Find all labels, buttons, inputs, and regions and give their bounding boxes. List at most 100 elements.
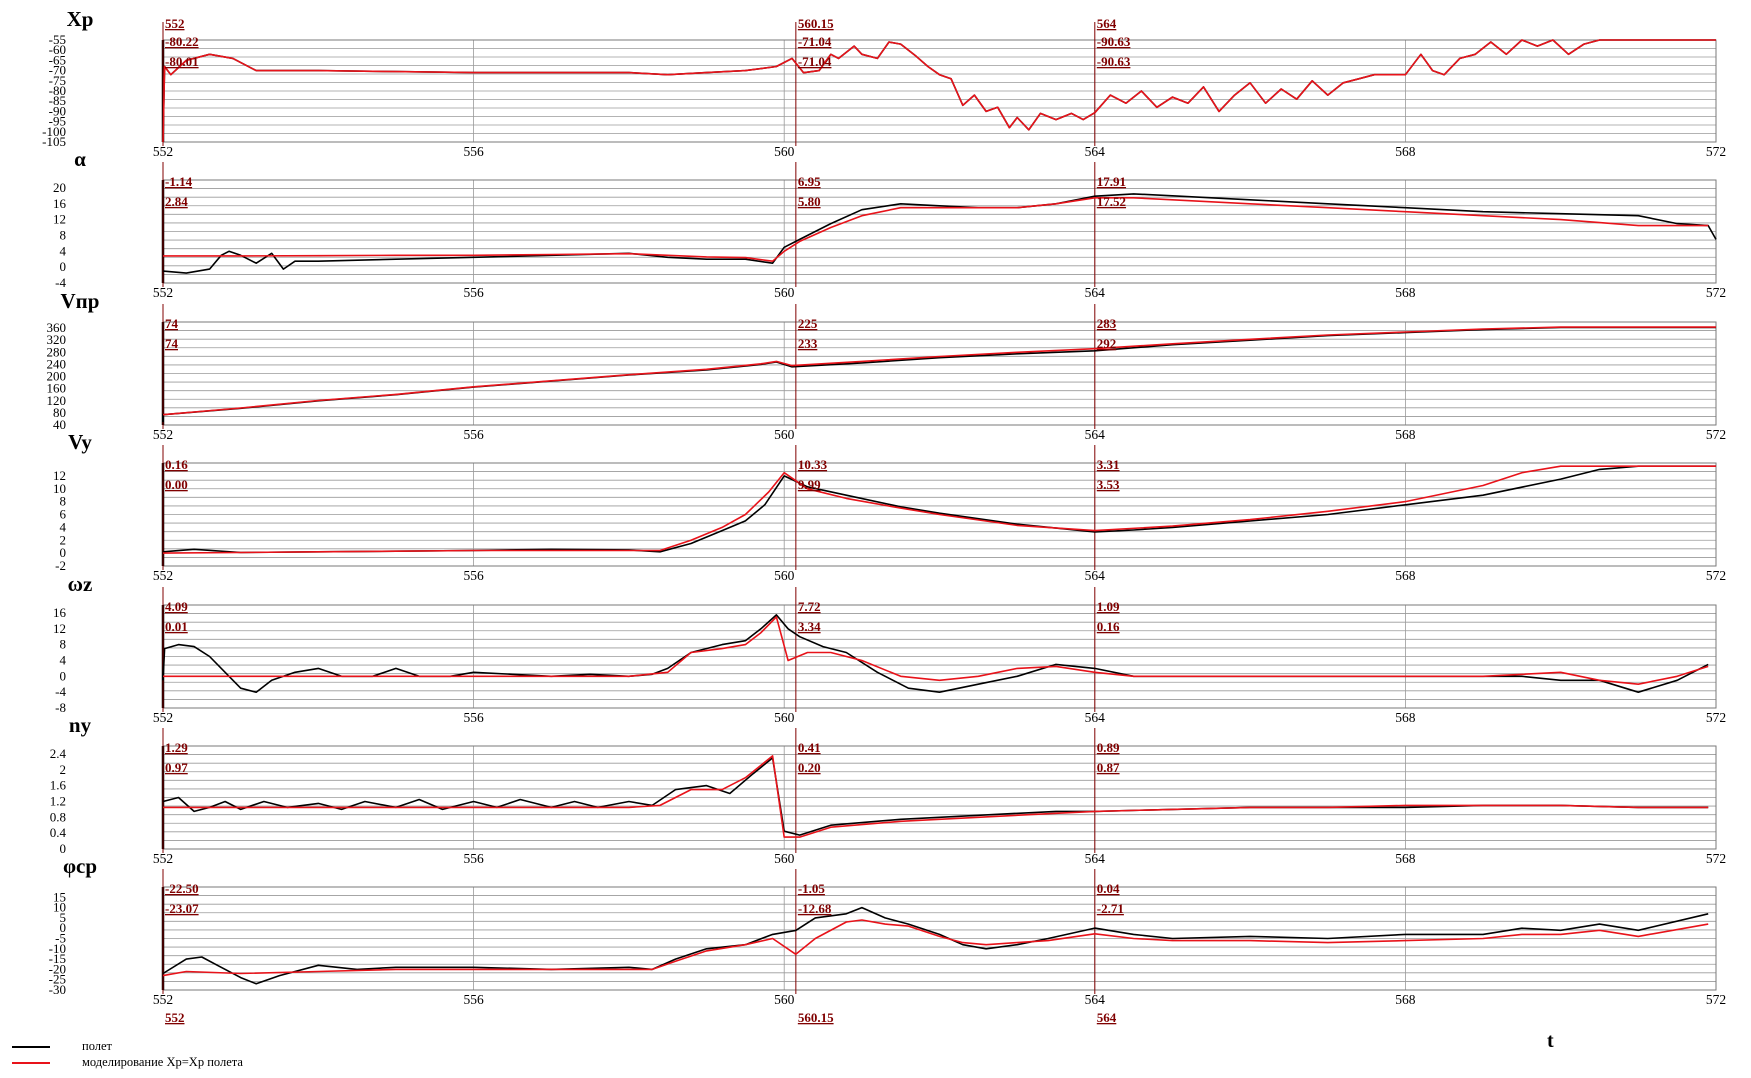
x-tick-label: 564 <box>1085 710 1106 725</box>
cursor-value-model: -23.07 <box>165 901 199 916</box>
series-line-model <box>162 326 1716 416</box>
panel-title: ny <box>69 713 92 737</box>
y-tick-label: 15 <box>53 889 66 904</box>
x-tick-label: 572 <box>1706 427 1726 442</box>
y-tick-label: 16 <box>53 605 67 620</box>
cursor-value-flight: -80.22 <box>165 34 199 49</box>
cursor-value-flight: 1.09 <box>1097 599 1120 614</box>
cursor-value-flight: -71.04 <box>798 34 832 49</box>
y-tick-label: 8 <box>60 494 67 509</box>
y-tick-label: -75 <box>49 73 66 88</box>
cursor-value-model: 0.20 <box>798 760 821 775</box>
x-tick-label: 572 <box>1706 285 1726 300</box>
y-tick-label: 120 <box>47 393 67 408</box>
y-tick-label: 5 <box>60 910 67 925</box>
y-tick-label: 360 <box>47 320 67 335</box>
y-tick-label: 2.4 <box>50 746 67 761</box>
y-tick-label: 40 <box>53 417 66 432</box>
x-tick-label: 572 <box>1706 144 1726 159</box>
cursor-value-model: 17.52 <box>1097 194 1126 209</box>
x-tick-label: 560 <box>774 992 795 1007</box>
x-tick-label: 560 <box>774 568 795 583</box>
cursor-time-label: 564 <box>1097 16 1117 31</box>
y-tick-label: -5 <box>55 931 66 946</box>
cursor-value-flight: 0.04 <box>1097 881 1120 896</box>
cursor-value-flight: -22.50 <box>165 881 199 896</box>
cursor-time-label: 560.15 <box>798 1010 834 1025</box>
x-tick-label: 556 <box>463 851 484 866</box>
x-tick-label: 572 <box>1706 568 1726 583</box>
panel-title: ωz <box>68 572 93 596</box>
y-tick-label: 4 <box>60 652 67 667</box>
y-tick-label: 160 <box>47 381 67 396</box>
cursor-value-model: 0.97 <box>165 760 188 775</box>
y-tick-label: 320 <box>47 332 67 347</box>
x-tick-label: 552 <box>153 568 173 583</box>
y-tick-label: -2 <box>55 558 66 573</box>
y-tick-label: 2 <box>60 762 67 777</box>
x-tick-label: 572 <box>1706 710 1726 725</box>
cursor-value-flight: 3.31 <box>1097 457 1120 472</box>
cursor-value-flight: 0.89 <box>1097 740 1120 755</box>
x-tick-label: 556 <box>463 992 484 1007</box>
x-tick-label: 568 <box>1395 851 1416 866</box>
y-tick-label: 16 <box>53 196 67 211</box>
y-tick-label: 10 <box>53 481 66 496</box>
cursor-value-model: 0.16 <box>1097 619 1120 634</box>
x-tick-label: 552 <box>153 285 173 300</box>
y-tick-label: 0 <box>60 841 67 856</box>
x-tick-label: 568 <box>1395 285 1416 300</box>
x-tick-label: 568 <box>1395 144 1416 159</box>
cursor-value-model: 0.01 <box>165 619 188 634</box>
x-tick-label: 552 <box>153 992 173 1007</box>
cursor-value-model: -71.04 <box>798 54 832 69</box>
y-tick-label: -85 <box>49 93 66 108</box>
x-tick-label: 560 <box>774 144 795 159</box>
y-tick-label: 1.6 <box>50 778 67 793</box>
x-tick-label: 552 <box>153 427 173 442</box>
cursor-value-model: 2.84 <box>165 194 188 209</box>
legend-swatch-flight <box>12 1046 50 1048</box>
y-tick-label: -55 <box>49 32 66 47</box>
panel-title: Vy <box>68 430 92 454</box>
series-line-model <box>162 919 1709 977</box>
cursor-value-flight: 17.91 <box>1097 174 1126 189</box>
y-tick-label: 20 <box>53 180 66 195</box>
legend-label-flight: полет <box>82 1039 113 1053</box>
x-tick-label: 556 <box>463 144 484 159</box>
cursor-value-model: 0.87 <box>1097 760 1120 775</box>
y-tick-label: -95 <box>49 114 66 129</box>
y-tick-label: 12 <box>53 621 66 636</box>
y-tick-label: -10 <box>49 941 66 956</box>
y-tick-label: -100 <box>42 124 66 139</box>
x-tick-label: 552 <box>153 144 173 159</box>
y-tick-label: 6 <box>60 507 67 522</box>
y-tick-label: -4 <box>55 275 66 290</box>
y-tick-label: 0 <box>60 259 67 274</box>
panel-title: α <box>74 147 86 171</box>
cursor-value-model: 233 <box>798 336 818 351</box>
cursor-value-model: -2.71 <box>1097 901 1124 916</box>
y-tick-label: -30 <box>49 982 66 997</box>
cursor-value-model: -12.68 <box>798 901 832 916</box>
cursor-value-flight: 0.16 <box>165 457 188 472</box>
y-tick-label: 200 <box>47 369 67 384</box>
y-tick-label: 0 <box>60 668 67 683</box>
cursor-value-flight: 4.09 <box>165 599 188 614</box>
cursor-value-flight: 0.41 <box>798 740 821 755</box>
cursor-value-flight: -1.05 <box>798 881 826 896</box>
series-line-flight <box>162 465 1716 554</box>
y-tick-label: 0 <box>60 920 67 935</box>
cursor-value-model: -90.63 <box>1097 54 1131 69</box>
y-tick-label: -90 <box>49 103 66 118</box>
cursor-value-model: 74 <box>165 336 179 351</box>
series-line-model <box>163 616 1709 686</box>
x-tick-label: 560 <box>774 851 795 866</box>
x-tick-label: 568 <box>1395 992 1416 1007</box>
panel-title: φср <box>63 854 97 878</box>
x-tick-label: 564 <box>1085 285 1106 300</box>
x-tick-label: 552 <box>153 851 173 866</box>
series-line-flight <box>162 193 1717 274</box>
y-tick-label: 240 <box>47 356 67 371</box>
